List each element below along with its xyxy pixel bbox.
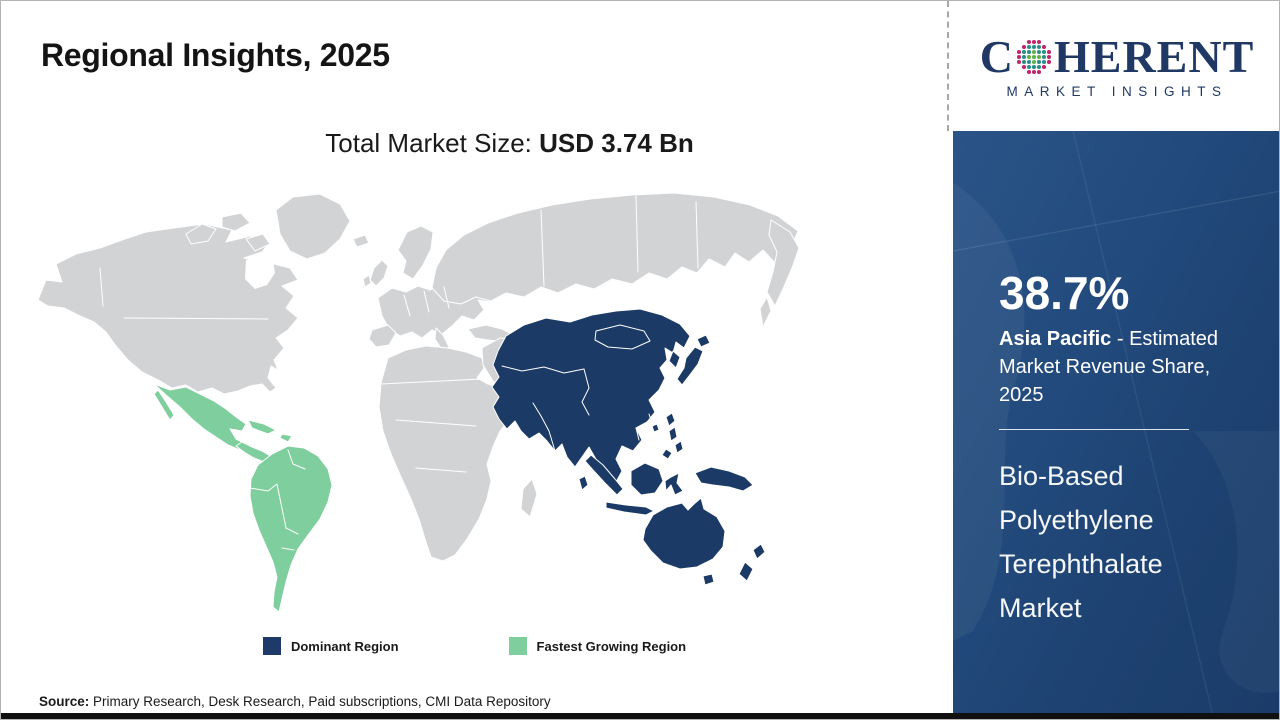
borneo — [630, 462, 664, 496]
dominant-region-swatch — [262, 637, 281, 655]
south-america — [249, 445, 333, 613]
panel-divider-rule — [999, 429, 1189, 431]
logo-letter-c: C — [979, 30, 1014, 82]
highlight-panel: 38.7% Asia Pacific - Estimated Market Re… — [953, 131, 1279, 716]
fastest-growing-region-swatch — [508, 637, 527, 655]
world-map — [36, 187, 806, 619]
hudson-bay — [245, 254, 275, 289]
mexico — [153, 383, 247, 451]
fastest-growing-region-label: Fastest Growing Region — [536, 638, 687, 654]
total-market-size-value: USD 3.74 Bn — [539, 128, 694, 158]
sulawesi — [664, 472, 684, 496]
new-guinea — [694, 466, 754, 492]
hispaniola — [279, 433, 293, 443]
legend-item-dominant: Dominant Region — [262, 637, 399, 655]
country-borders — [99, 195, 699, 551]
region-latin-america-fastest-growing — [153, 383, 333, 613]
java — [605, 501, 655, 516]
market-share-value: 38.7% — [999, 267, 1130, 319]
taiwan — [665, 412, 676, 427]
tasmania — [702, 573, 715, 586]
iberia — [368, 324, 397, 348]
philippines — [668, 426, 678, 442]
ireland — [362, 274, 372, 288]
logo-tagline: MARKET INSIGHTS — [1006, 83, 1228, 99]
total-market-size-label: Total Market Size: — [325, 128, 540, 158]
korea — [668, 350, 681, 369]
dashed-divider — [947, 1, 949, 131]
kamchatka — [766, 219, 800, 307]
new-zealand — [752, 543, 766, 560]
total-market-size: Total Market Size: USD 3.74 Bn — [1, 128, 948, 159]
sakhalin — [759, 296, 772, 328]
australia — [642, 497, 726, 570]
cuba — [247, 419, 277, 435]
page-title: Regional Insights, 2025 — [41, 37, 390, 73]
region-name: Asia Pacific — [999, 328, 1112, 351]
japan — [676, 346, 704, 386]
logo-wordmark: C HERENT — [979, 30, 1255, 82]
hainan — [651, 423, 660, 433]
market-share-description: Asia Pacific - Estimated Market Revenue … — [999, 325, 1251, 409]
bottom-bar — [1, 713, 1279, 719]
russia — [431, 192, 799, 305]
source-attribution: Source: Primary Research, Desk Research,… — [39, 694, 551, 709]
region-description: - Estimated Market Revenue Share, 2025 — [999, 328, 1218, 407]
north-america — [37, 223, 299, 395]
arctic-island — [221, 212, 251, 232]
iceland — [352, 234, 370, 248]
world-map-svg — [37, 192, 800, 613]
globe-dots-icon — [1016, 39, 1052, 74]
united-kingdom — [369, 259, 389, 287]
madagascar — [520, 478, 538, 518]
asia-mainland — [491, 308, 691, 485]
baja-california — [153, 389, 175, 421]
sumatra — [584, 454, 624, 496]
philippines — [661, 448, 673, 460]
source-text: Primary Research, Desk Research, Paid su… — [89, 694, 551, 709]
scandinavia — [397, 225, 434, 280]
philippines — [674, 440, 684, 454]
sri-lanka — [578, 475, 589, 491]
region-asia-pacific-dominant — [491, 308, 766, 586]
market-name: Bio-Based Polyethylene Terephthalate Mar… — [999, 461, 1163, 624]
legend-item-fastest-growing: Fastest Growing Region — [508, 637, 687, 655]
new-zealand — [738, 561, 754, 582]
source-label: Source: — [39, 694, 90, 709]
greenland — [275, 193, 351, 260]
map-legend: Dominant Region Fastest Growing Region — [1, 637, 948, 655]
brand-logo: C HERENT MARKET INSIGHTS — [953, 1, 1279, 131]
logo-letters-rest: HERENT — [1053, 30, 1255, 82]
arctic-island — [245, 233, 271, 252]
dominant-region-label: Dominant Region — [290, 638, 399, 654]
panel-content: 38.7% Asia Pacific - Estimated Market Re… — [999, 269, 1251, 630]
hokkaido — [696, 334, 711, 348]
arctic-island — [185, 223, 217, 245]
